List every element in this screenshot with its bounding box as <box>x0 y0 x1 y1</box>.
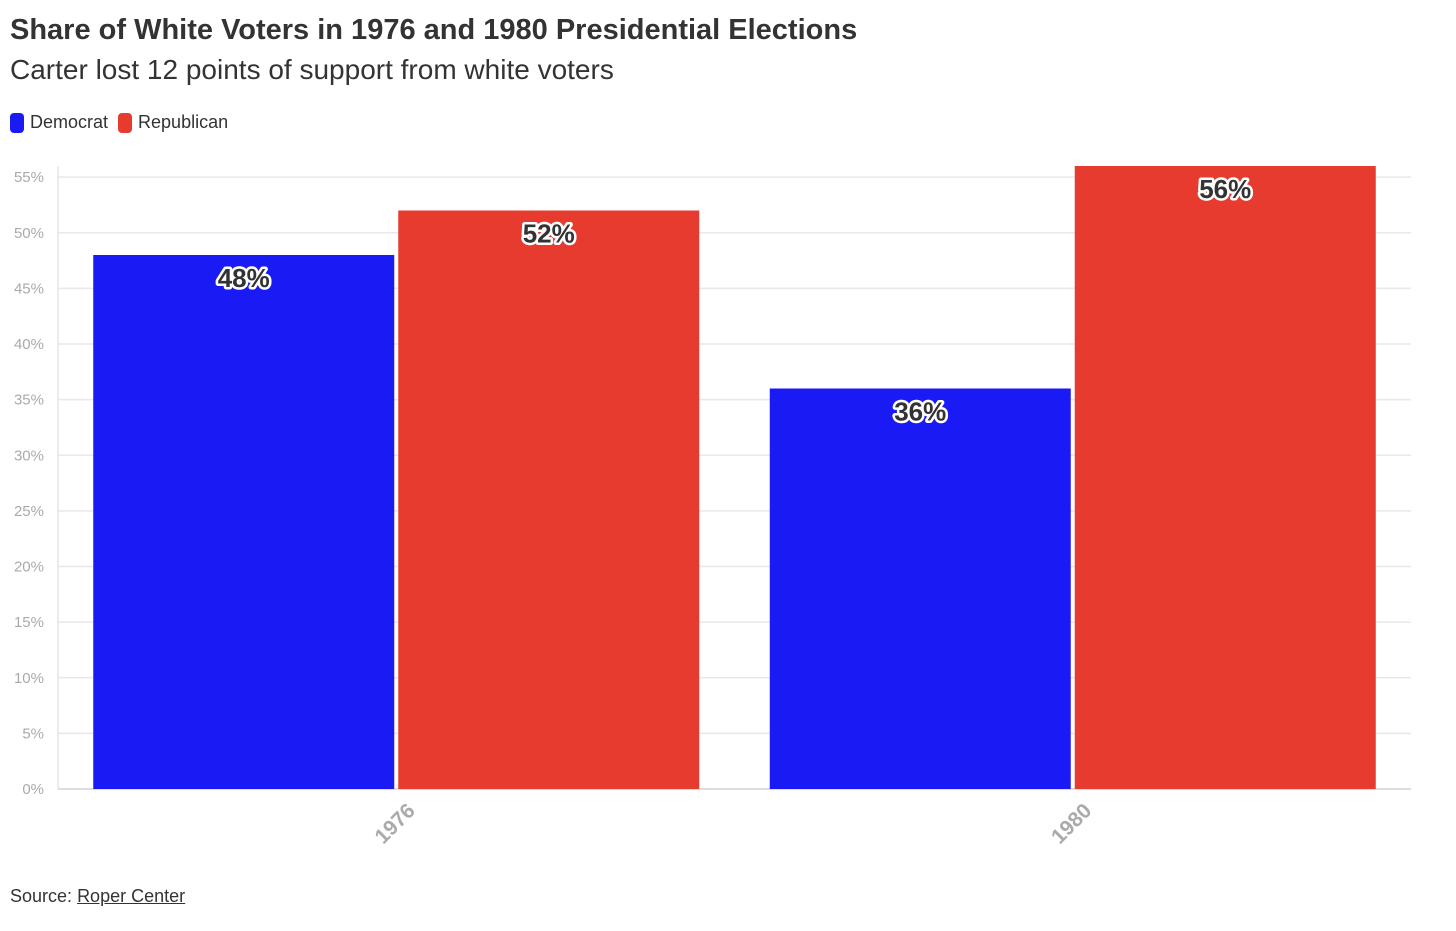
y-tick-label: 35% <box>14 392 44 409</box>
y-tick-label: 20% <box>14 559 44 576</box>
legend: Democrat Republican <box>10 112 238 133</box>
data-label: 52% <box>523 219 575 249</box>
y-tick-label: 5% <box>22 725 44 742</box>
y-tick-label: 30% <box>14 447 44 464</box>
legend-label-republican: Republican <box>138 112 229 132</box>
chart-title: Share of White Voters in 1976 and 1980 P… <box>10 14 858 46</box>
y-tick-label: 40% <box>14 336 44 353</box>
data-label: 48% <box>218 263 270 293</box>
y-tick-label: 25% <box>14 503 44 520</box>
legend-label-democrat: Democrat <box>30 112 109 132</box>
bar-republican-1980 <box>1074 166 1376 789</box>
x-tick-label: 1976 <box>370 799 419 848</box>
legend-swatch-democrat <box>10 112 24 133</box>
y-tick-label: 0% <box>22 781 44 798</box>
chart-subtitle: Carter lost 12 points of support from wh… <box>10 54 614 85</box>
data-label: 36% <box>894 397 946 427</box>
bars-layer <box>93 166 1376 789</box>
bar-republican-1976 <box>398 210 700 789</box>
source-note: Source: Roper Center <box>10 886 185 907</box>
labels-layer: 48% 52% 36% 56% <box>215 172 1254 430</box>
y-tick-label: 15% <box>14 614 44 631</box>
legend-item-republican[interactable]: Republican <box>118 112 228 133</box>
y-tick-label: 10% <box>14 670 44 687</box>
bar-democrat-1980 <box>769 388 1071 789</box>
y-tick-label: 55% <box>14 169 44 186</box>
bar-democrat-1976 <box>93 255 395 789</box>
source-prefix: Source: <box>10 886 73 906</box>
y-tick-label: 50% <box>14 225 44 242</box>
data-label: 56% <box>1199 174 1251 204</box>
y-tick-label: 45% <box>14 280 44 297</box>
legend-item-democrat[interactable]: Democrat <box>10 112 108 133</box>
legend-swatch-republican <box>118 112 133 133</box>
x-tick-label: 1980 <box>1047 799 1096 848</box>
source-link[interactable]: Roper Center <box>77 886 186 906</box>
